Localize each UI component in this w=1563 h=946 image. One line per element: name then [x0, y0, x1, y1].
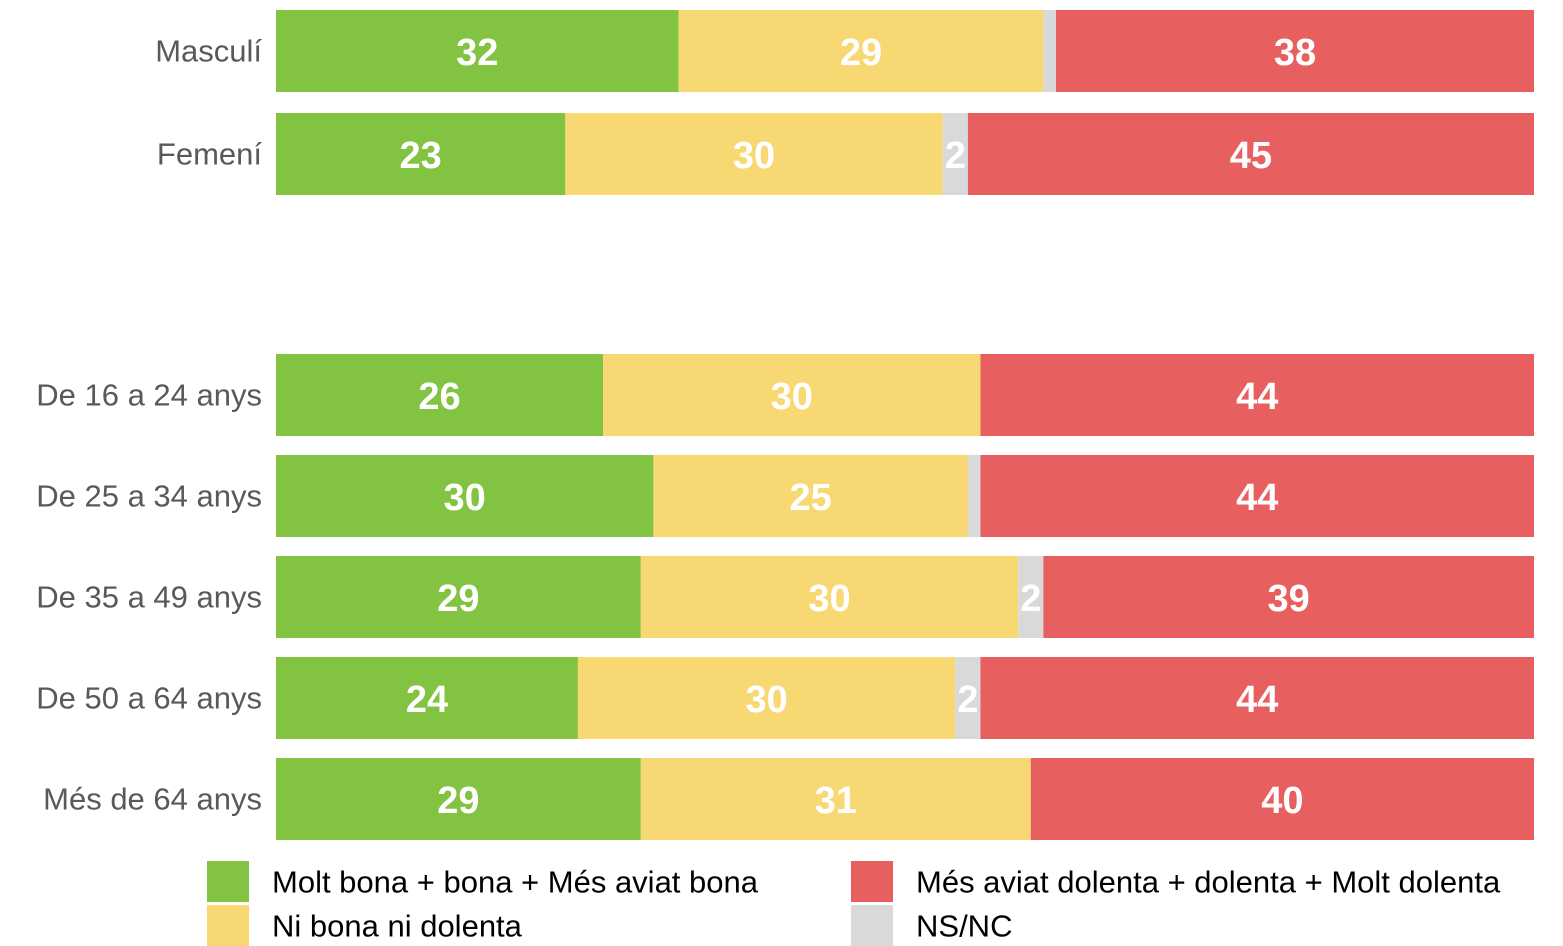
bar-segment: [276, 556, 641, 638]
category-label: De 25 a 34 anys: [36, 479, 262, 514]
bar-segment: [640, 556, 1019, 638]
category-label: Més de 64 anys: [43, 782, 262, 817]
bar-segment: [640, 758, 1031, 840]
bar-segment: [276, 758, 641, 840]
value-label: 2: [957, 679, 978, 721]
value-label: 29: [840, 32, 882, 74]
value-label: 30: [745, 679, 787, 721]
legend-label: Més aviat dolenta + dolenta + Molt dolen…: [916, 865, 1501, 900]
legend-swatch: [851, 905, 893, 946]
category-label: De 35 a 49 anys: [36, 580, 262, 615]
bar-segment: [653, 455, 968, 537]
legend-label: NS/NC: [916, 909, 1012, 944]
bar-segment: [955, 657, 981, 739]
bar-segment: [565, 113, 943, 195]
bar-segment: [1055, 10, 1534, 92]
value-label: 31: [815, 780, 857, 822]
value-label: 2: [945, 135, 966, 177]
bar-segment: [276, 455, 654, 537]
bar-segment: [1043, 556, 1534, 638]
value-label: 30: [733, 135, 775, 177]
category-label: De 50 a 64 anys: [36, 681, 262, 716]
bar-segment: [980, 657, 1534, 739]
legend-swatch: [207, 905, 249, 946]
value-label: 44: [1236, 376, 1278, 418]
legend-swatch: [207, 861, 249, 902]
value-label: 38: [1274, 32, 1316, 74]
value-label: 2: [1020, 578, 1041, 620]
bar-segment: [603, 354, 981, 436]
bar-segment: [1018, 556, 1044, 638]
category-label: De 16 a 24 anys: [36, 378, 262, 413]
value-label: 30: [444, 477, 486, 519]
value-label: 30: [808, 578, 850, 620]
value-label: 29: [437, 578, 479, 620]
bar-segment: [967, 455, 981, 537]
bar-segment: [1043, 10, 1056, 92]
value-label: 26: [418, 376, 460, 418]
value-label: 30: [771, 376, 813, 418]
bar-segment: [942, 113, 968, 195]
bar-segment: [276, 10, 679, 92]
bar-segment: [276, 113, 566, 195]
bar-segment: [980, 354, 1534, 436]
bar-segment: [276, 657, 578, 739]
bar-segment: [980, 455, 1534, 537]
category-label: Masculí: [155, 34, 262, 69]
legend-label: Molt bona + bona + Més aviat bona: [272, 865, 759, 900]
legend-label: Ni bona ni dolenta: [272, 909, 523, 944]
bar-segment: [276, 354, 604, 436]
value-label: 39: [1268, 578, 1310, 620]
value-label: 40: [1261, 780, 1303, 822]
value-label: 44: [1236, 679, 1278, 721]
value-label: 24: [406, 679, 448, 721]
category-label: Femení: [157, 137, 262, 172]
bar-segment: [967, 113, 1534, 195]
bar-segment: [678, 10, 1044, 92]
value-label: 32: [456, 32, 498, 74]
value-label: 25: [790, 477, 832, 519]
bar-segment: [577, 657, 956, 739]
value-label: 23: [400, 135, 442, 177]
value-label: 44: [1236, 477, 1278, 519]
value-label: 29: [437, 780, 479, 822]
legend-swatch: [851, 861, 893, 902]
bar-segment: [1030, 758, 1534, 840]
value-label: 45: [1230, 135, 1272, 177]
